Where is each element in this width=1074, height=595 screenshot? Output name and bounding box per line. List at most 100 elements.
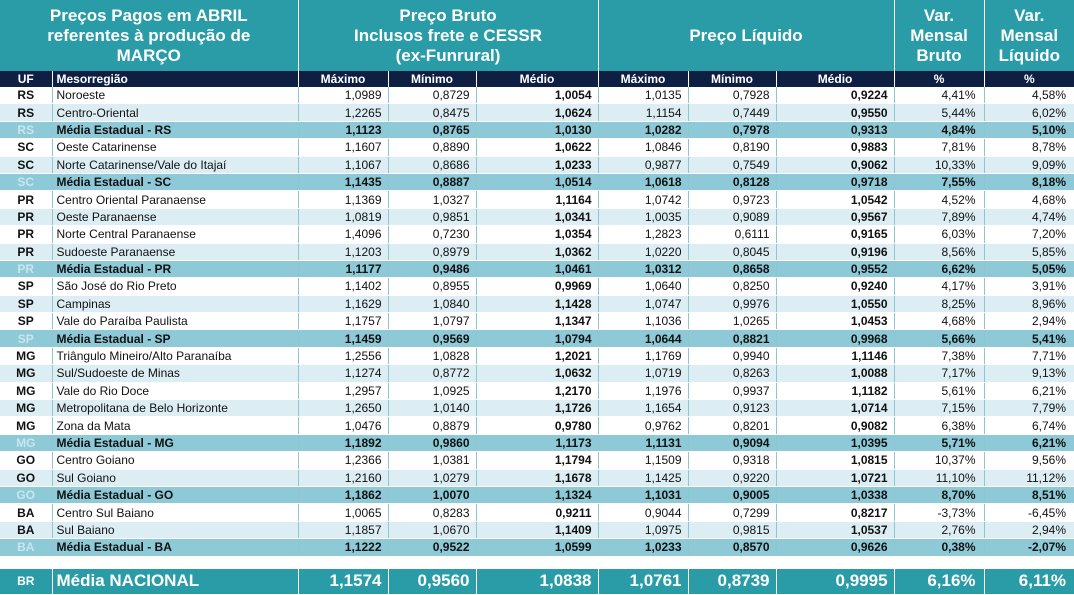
cell-bmax: 1,2265 bbox=[297, 103, 388, 122]
cell-vb: 6,38% bbox=[893, 416, 985, 435]
cell-reg: Vale do Rio Doce bbox=[51, 382, 298, 401]
cell-reg: Média NACIONAL bbox=[51, 568, 298, 595]
cell-vb: 10,37% bbox=[893, 451, 985, 470]
cell-vb: 5,66% bbox=[893, 329, 985, 348]
col-header-gross-max: Máximo bbox=[297, 71, 388, 87]
cell-uf: BA bbox=[0, 538, 52, 557]
var-gross-header: Var. Mensal Bruto bbox=[893, 0, 985, 71]
col-header-var-net: % bbox=[983, 71, 1074, 87]
cell-lmin: 0,8201 bbox=[687, 416, 777, 435]
cell-vb: 8,56% bbox=[893, 243, 985, 261]
cell-vl: 9,09% bbox=[983, 156, 1074, 174]
table-row: BA Sul Baiano 1,1857 1,0670 1,1409 1,0975 0,98… bbox=[0, 521, 1074, 540]
cell-lmed: 1,0338 bbox=[775, 486, 895, 505]
cell-reg: Triângulo Mineiro/Alto Paranaíba bbox=[51, 347, 298, 366]
cell-lmed: 0,9550 bbox=[775, 103, 895, 122]
cell-bmin: 0,8879 bbox=[387, 416, 476, 435]
cell-lmax: 1,0761 bbox=[597, 568, 689, 595]
cell-lmax: 1,2823 bbox=[597, 225, 689, 244]
cell-lmin: 0,8739 bbox=[687, 568, 777, 595]
cell-lmax: 1,0135 bbox=[597, 87, 689, 105]
cell-lmin: 0,8658 bbox=[687, 260, 777, 279]
cell-vl: 5,41% bbox=[983, 329, 1074, 348]
cell-lmin: 0,7299 bbox=[687, 503, 777, 522]
cell-bmin: 1,0797 bbox=[387, 312, 476, 331]
title-line-2: referentes à produção de bbox=[47, 25, 251, 45]
cell-vl: 5,05% bbox=[983, 260, 1074, 279]
cell-lmed: 0,9082 bbox=[775, 416, 895, 435]
cell-vl: 8,96% bbox=[983, 295, 1074, 314]
gross-price-header: Preço Bruto Inclusos frete e CESSR (ex-F… bbox=[297, 0, 599, 71]
cell-lmin: 0,7928 bbox=[687, 87, 777, 105]
cell-bmed: 0,9969 bbox=[475, 277, 599, 296]
cell-bmin: 0,8686 bbox=[387, 156, 476, 174]
title-header: Preços Pagos em ABRIL referentes à produ… bbox=[0, 0, 298, 71]
state-average-row: GO Média Estadual - GO 1,1862 1,0070 1,1324 1… bbox=[0, 486, 1074, 505]
cell-bmed: 1,1678 bbox=[475, 469, 599, 487]
cell-bmax: 1,1435 bbox=[297, 173, 388, 192]
cell-bmax: 1,1574 bbox=[297, 568, 388, 595]
cell-uf: RS bbox=[0, 103, 52, 122]
cell-lmax: 0,9877 bbox=[597, 156, 689, 174]
cell-vb: 5,61% bbox=[893, 382, 985, 401]
table-row: PR Norte Central Paranaense 1,4096 0,7230 1,… bbox=[0, 225, 1074, 244]
var-gross-line-3: Bruto bbox=[916, 45, 962, 65]
table-row: PR Centro Oriental Paranaense 1,1369 1,0327… bbox=[0, 190, 1074, 209]
cell-uf: SC bbox=[0, 138, 52, 157]
cell-reg: Zona da Mata bbox=[51, 416, 298, 435]
cell-bmed: 1,1324 bbox=[475, 486, 599, 505]
cell-bmax: 1,1757 bbox=[297, 312, 388, 331]
cell-bmax: 1,1402 bbox=[297, 277, 388, 296]
cell-bmed: 0,9780 bbox=[475, 416, 599, 435]
cell-bmax: 1,1222 bbox=[297, 538, 388, 557]
cell-lmin: 0,8570 bbox=[687, 538, 777, 557]
cell-bmed: 1,0622 bbox=[475, 138, 599, 157]
cell-lmax: 1,1654 bbox=[597, 399, 689, 418]
col-header-gross-min: Mínimo bbox=[387, 71, 476, 87]
cell-lmed: 1,0542 bbox=[775, 190, 895, 209]
cell-vl: -6,45% bbox=[983, 503, 1074, 522]
cell-uf: SC bbox=[0, 156, 52, 174]
cell-lmed: 0,9062 bbox=[775, 156, 895, 174]
cell-bmin: 0,9560 bbox=[387, 568, 476, 595]
title-line-3: MARÇO bbox=[116, 45, 181, 65]
cell-bmin: 1,0140 bbox=[387, 399, 476, 418]
cell-lmin: 0,8128 bbox=[687, 173, 777, 192]
cell-reg: Média Estadual - PR bbox=[51, 260, 298, 279]
cell-lmin: 0,9976 bbox=[687, 295, 777, 314]
cell-vb: 7,55% bbox=[893, 173, 985, 192]
cell-uf: RS bbox=[0, 87, 52, 105]
cell-lmed: 1,0088 bbox=[775, 364, 895, 383]
cell-bmax: 1,1857 bbox=[297, 521, 388, 540]
cell-lmed: 0,9196 bbox=[775, 243, 895, 261]
cell-reg: Centro Goiano bbox=[51, 451, 298, 470]
cell-lmax: 0,9044 bbox=[597, 503, 689, 522]
cell-reg: Média Estadual - SP bbox=[51, 329, 298, 348]
cell-lmax: 1,0644 bbox=[597, 329, 689, 348]
cell-vb: 8,25% bbox=[893, 295, 985, 314]
cell-bmed: 1,0624 bbox=[475, 103, 599, 122]
cell-lmed: 1,1182 bbox=[775, 382, 895, 401]
cell-uf: GO bbox=[0, 486, 52, 505]
cell-vl: 5,10% bbox=[983, 121, 1074, 140]
cell-bmed: 1,1726 bbox=[475, 399, 599, 418]
cell-bmed: 1,0341 bbox=[475, 208, 599, 227]
cell-vl: 4,58% bbox=[983, 87, 1074, 105]
cell-uf: SP bbox=[0, 295, 52, 314]
cell-bmax: 1,4096 bbox=[297, 225, 388, 244]
col-header-gross-avg: Médio bbox=[475, 71, 599, 87]
cell-lmin: 0,9094 bbox=[687, 434, 777, 453]
cell-vb: 7,17% bbox=[893, 364, 985, 383]
cell-bmin: 1,0828 bbox=[387, 347, 476, 366]
cell-bmed: 1,0130 bbox=[475, 121, 599, 140]
var-gross-line-1: Var. bbox=[923, 5, 955, 25]
cell-lmin: 0,8045 bbox=[687, 243, 777, 261]
cell-lmin: 0,7449 bbox=[687, 103, 777, 122]
table-row: BA Centro Sul Baiano 1,0065 0,8283 0,9211 0,9… bbox=[0, 503, 1074, 522]
header-row-columns: UF Mesorregião Máximo Mínimo Médio Máxim… bbox=[0, 71, 1074, 87]
cell-vl: 6,74% bbox=[983, 416, 1074, 435]
cell-bmed: 1,0054 bbox=[475, 87, 599, 105]
cell-vl: 3,91% bbox=[983, 277, 1074, 296]
cell-reg: Média Estadual - RS bbox=[51, 121, 298, 140]
cell-bmax: 1,2366 bbox=[297, 451, 388, 470]
